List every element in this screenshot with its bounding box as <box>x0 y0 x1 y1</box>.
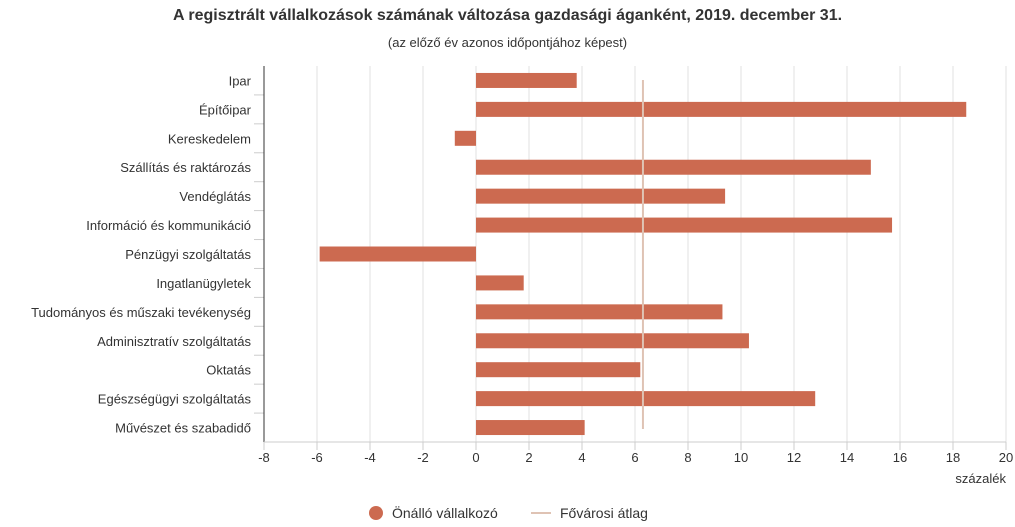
x-tick-label: 14 <box>840 450 854 465</box>
bar <box>476 333 749 349</box>
legend-reference-label: Fővárosi átlag <box>560 505 648 521</box>
category-label: Szállítás és raktározás <box>120 160 251 175</box>
bar <box>319 246 476 262</box>
category-label: Kereskedelem <box>168 131 251 146</box>
x-tick-label: -4 <box>364 450 376 465</box>
legend-item-reference[interactable]: Fővárosi átlag <box>531 505 648 521</box>
category-label: Építőipar <box>199 102 252 117</box>
bar <box>476 72 577 88</box>
x-tick-label: 6 <box>631 450 638 465</box>
category-label: Információ és kommunikáció <box>86 218 251 233</box>
bar <box>476 420 585 436</box>
x-tick-label: 8 <box>684 450 691 465</box>
category-label: Ingatlanügyletek <box>156 276 251 291</box>
legend: Önálló vállalkozó Fővárosi átlag <box>0 505 1015 525</box>
x-tick-label: 16 <box>893 450 907 465</box>
bar <box>476 159 871 175</box>
category-label: Oktatás <box>206 363 251 378</box>
x-tick-label: 18 <box>946 450 960 465</box>
category-label: Tudományos és műszaki tevékenység <box>31 305 251 320</box>
x-tick-label: 2 <box>525 450 532 465</box>
category-label: Vendéglátás <box>179 189 251 204</box>
chart-title: A regisztrált vállalkozások számának vál… <box>172 7 843 24</box>
legend-reference-marker <box>531 512 551 514</box>
bar <box>476 391 816 407</box>
x-tick-label: -2 <box>417 450 429 465</box>
x-tick-label: 4 <box>578 450 585 465</box>
bar-chart: -8 -6 -4 -2 0 2 4 6 8 10 12 14 16 18 20 százalék Ipar Épí… <box>31 66 1013 486</box>
bar <box>476 101 967 117</box>
x-tick-label: 10 <box>734 450 748 465</box>
category-label: Ipar <box>229 73 252 88</box>
category-label: Művészet és szabadidő <box>115 421 251 436</box>
bar <box>476 275 524 291</box>
bar <box>476 188 726 204</box>
x-tick-label: 0 <box>472 450 479 465</box>
category-label: Pénzügyi szolgáltatás <box>125 247 251 262</box>
category-label: Egészségügyi szolgáltatás <box>98 392 252 407</box>
bar <box>476 217 893 233</box>
category-label: Adminisztratív szolgáltatás <box>97 334 251 349</box>
x-tick-label: 12 <box>787 450 801 465</box>
x-tick-label: -8 <box>258 450 270 465</box>
legend-item-series[interactable]: Önálló vállalkozó <box>369 505 498 521</box>
x-tick-label: 20 <box>999 450 1013 465</box>
chart-subtitle: (az előző év azonos időpontjához képest) <box>387 35 628 50</box>
x-axis-title: százalék <box>955 471 1006 486</box>
legend-series-marker <box>369 506 383 520</box>
legend-series-label: Önálló vállalkozó <box>392 505 498 521</box>
bar <box>476 362 641 378</box>
bar <box>476 304 723 320</box>
bar <box>454 130 476 146</box>
x-tick-label: -6 <box>311 450 323 465</box>
